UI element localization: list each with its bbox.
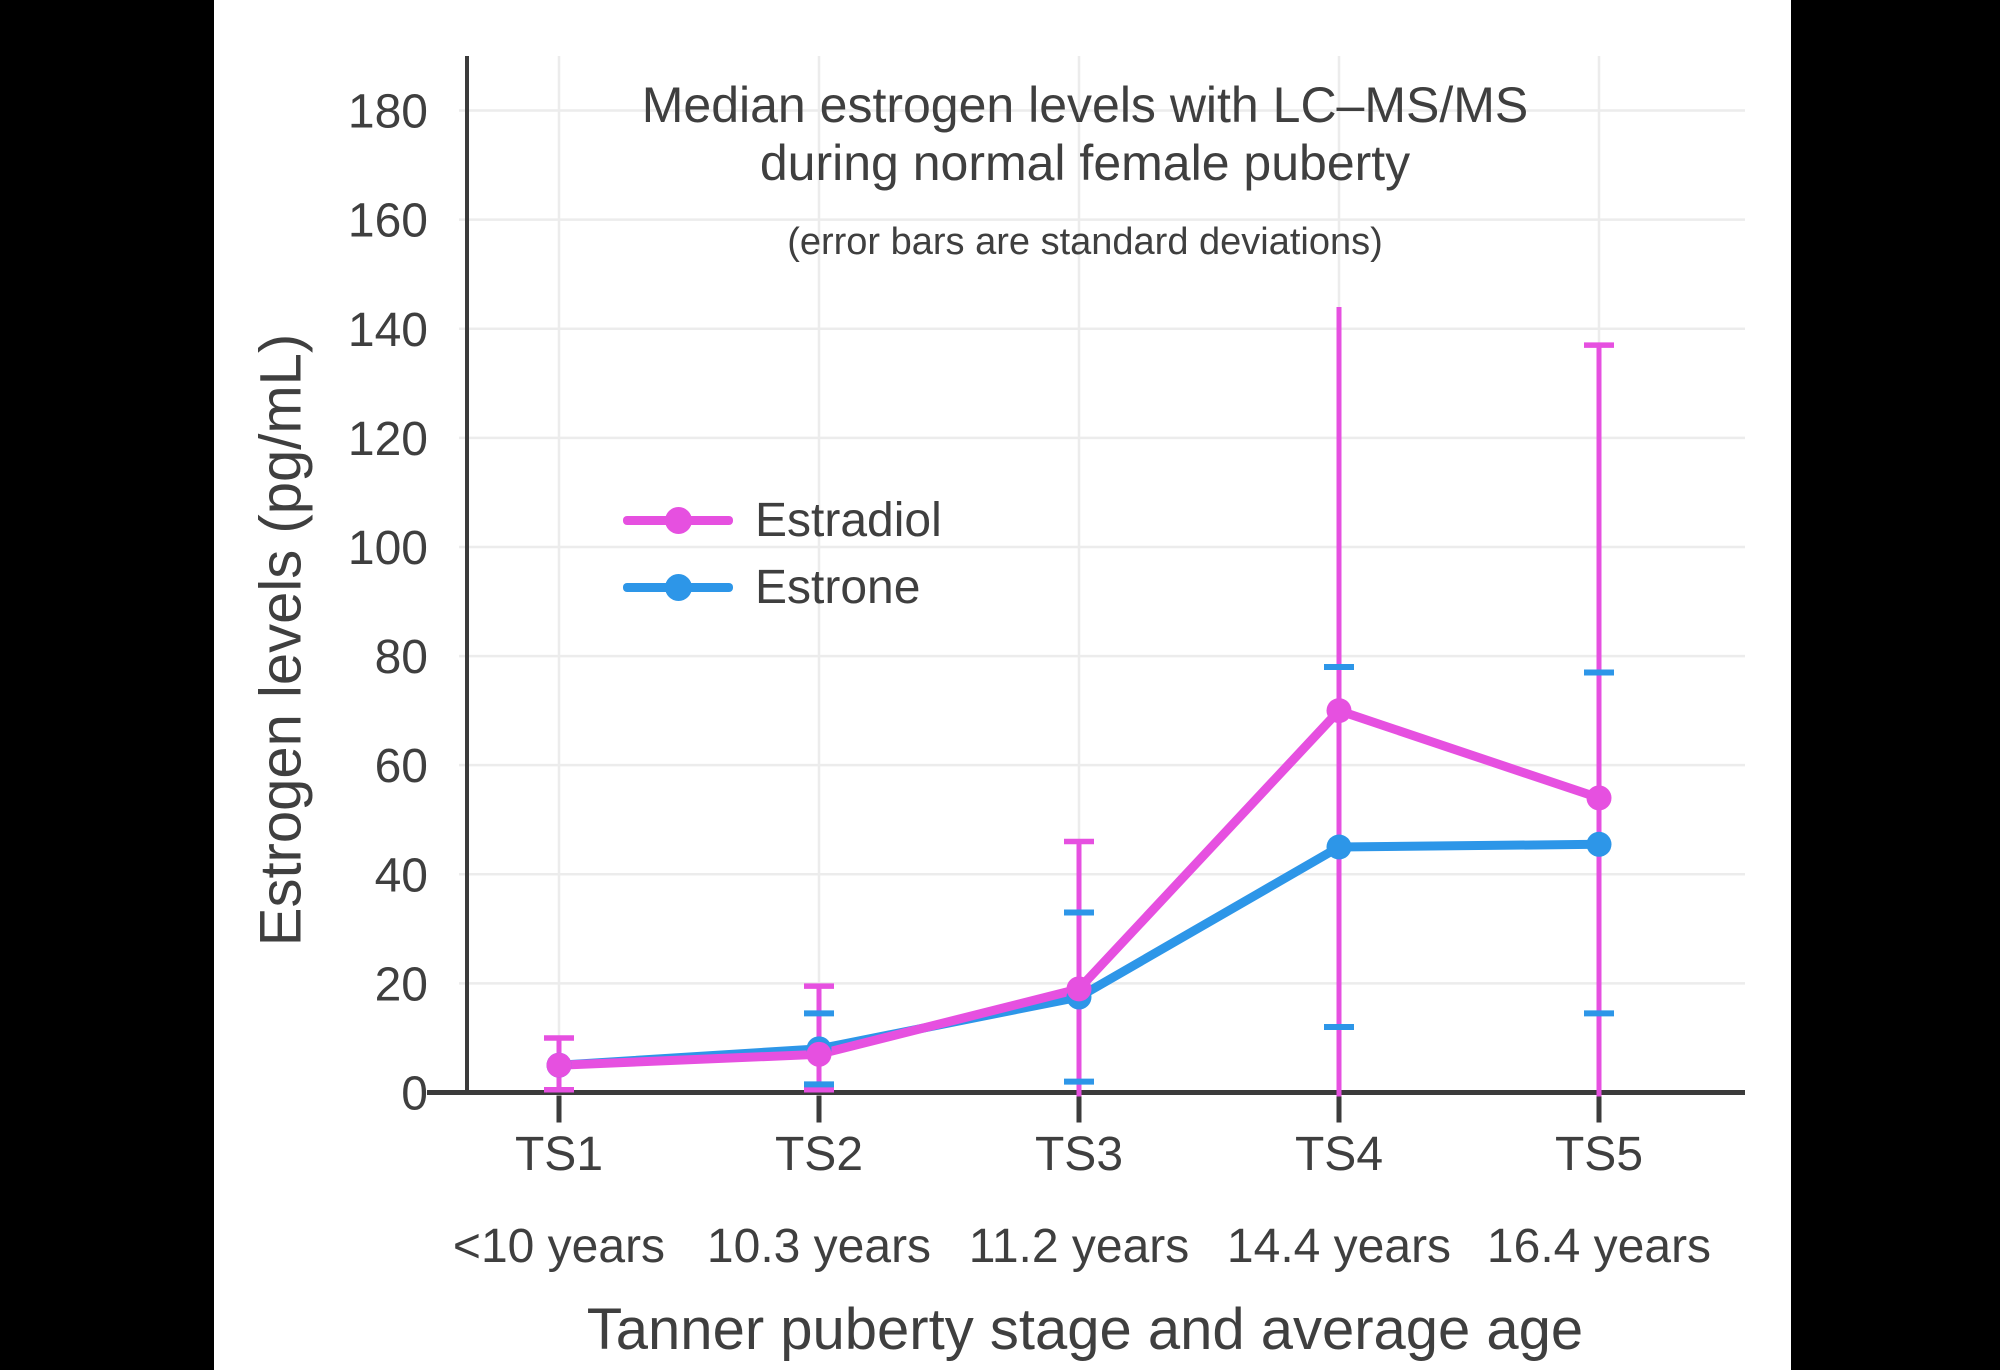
y-tick-label: 60 xyxy=(375,740,428,793)
plot-area: 0 20 40 60 80 100 120 140 160 180 TS1 TS2 TS3 TS4 TS5 <… xyxy=(348,56,1745,1273)
x-tick-label-age: 14.4 years xyxy=(1227,1220,1451,1273)
x-tick-label-age: <10 years xyxy=(453,1220,665,1273)
y-tick-label: 180 xyxy=(348,86,428,139)
legend-label-estrone: Estrone xyxy=(755,561,921,614)
chart-panel: 0 20 40 60 80 100 120 140 160 180 TS1 TS2 TS3 TS4 TS5 <… xyxy=(214,0,1791,1370)
x-tick-label-age: 11.2 years xyxy=(969,1220,1190,1273)
estrone-point xyxy=(1586,831,1612,857)
estradiol-point xyxy=(806,1041,832,1067)
y-tick-label: 20 xyxy=(375,958,428,1011)
y-tick-label: 80 xyxy=(375,631,428,684)
x-tick-label-stage: TS4 xyxy=(1295,1128,1383,1181)
legend-item-estradiol: Estradiol xyxy=(623,487,942,554)
estradiol-point xyxy=(546,1052,572,1078)
estrone-line-marker-icon xyxy=(623,574,733,602)
estradiol-line-marker-icon xyxy=(623,507,733,535)
chart-title-line1: Median estrogen levels with LC–MS/MS xyxy=(641,77,1529,133)
y-tick-label: 40 xyxy=(375,849,428,902)
estradiol-point xyxy=(1326,698,1352,724)
x-tick-label-stage: TS5 xyxy=(1555,1128,1643,1181)
chart-title-line2: during normal female puberty xyxy=(759,135,1411,191)
estradiol-point xyxy=(1586,785,1612,811)
legend-item-estrone: Estrone xyxy=(623,554,942,621)
x-tick-label-age: 10.3 years xyxy=(707,1220,931,1273)
x-tick-label-stage: TS1 xyxy=(515,1128,603,1181)
x-tick-label-stage: TS2 xyxy=(775,1128,863,1181)
y-tick-label: 160 xyxy=(348,195,428,248)
y-tick-label: 0 xyxy=(401,1068,428,1121)
y-tick-label: 140 xyxy=(348,304,428,357)
chart-title-block: Median estrogen levels with LC–MS/MS dur… xyxy=(642,76,1529,264)
y-tick-label: 100 xyxy=(348,522,428,575)
x-tick-label-age: 16.4 years xyxy=(1487,1220,1711,1273)
estrone-point xyxy=(1326,834,1352,860)
x-axis-title: Tanner puberty stage and average age xyxy=(586,1297,1584,1362)
y-axis-title: Estrogen levels (pg/mL) xyxy=(248,333,314,947)
legend: Estradiol Estrone xyxy=(623,487,942,621)
x-tick-label-stage: TS3 xyxy=(1035,1128,1123,1181)
chart-subtitle: (error bars are standard deviations) xyxy=(787,221,1383,263)
legend-label-estradiol: Estradiol xyxy=(755,494,942,547)
estradiol-point xyxy=(1066,976,1092,1002)
y-tick-label: 120 xyxy=(348,413,428,466)
